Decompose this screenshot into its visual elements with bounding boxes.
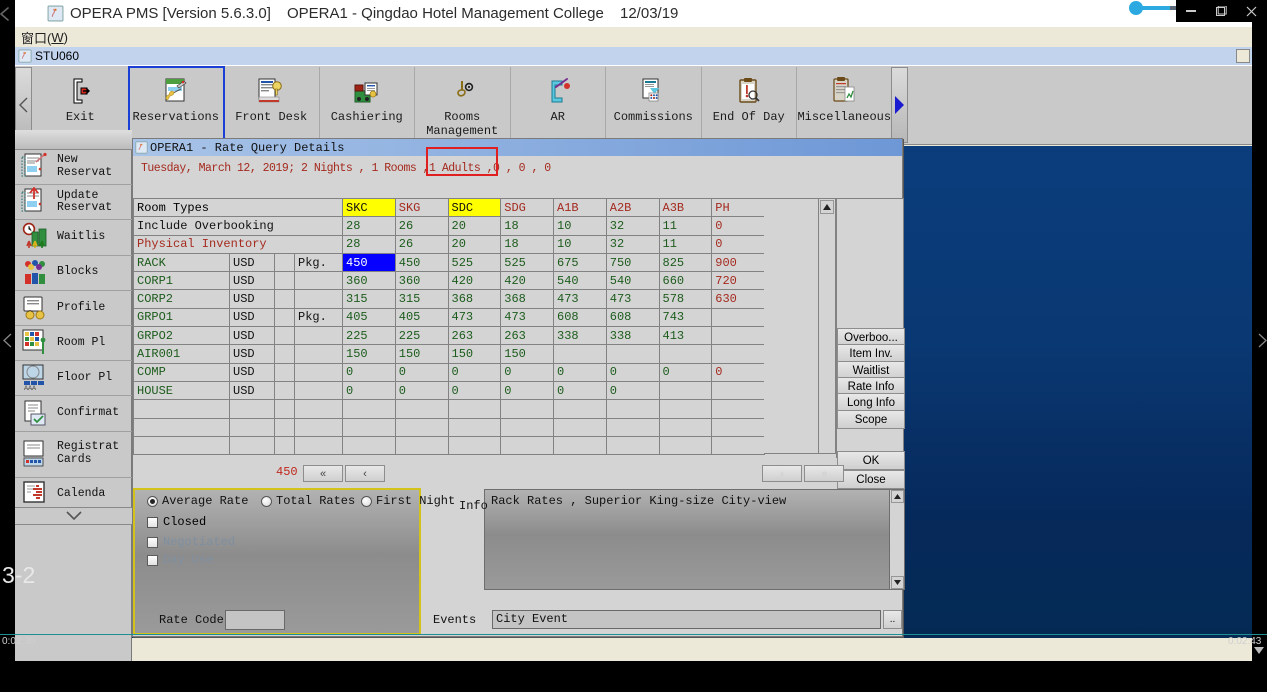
svg-text:AAA: AAA <box>24 386 36 392</box>
